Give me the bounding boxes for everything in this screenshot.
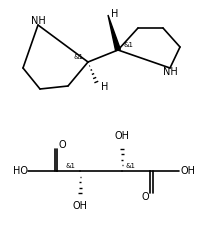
Text: O: O [58,140,66,150]
Text: NH: NH [163,67,177,77]
Text: H: H [101,82,109,92]
Text: OH: OH [181,166,195,176]
Text: HO: HO [13,166,28,176]
Text: H: H [111,9,119,19]
Text: &1: &1 [123,42,133,48]
Text: &1: &1 [126,163,136,169]
Text: OH: OH [73,201,88,211]
Text: &1: &1 [73,54,83,60]
Text: NH: NH [31,16,45,26]
Polygon shape [108,15,120,51]
Text: O: O [141,192,149,202]
Text: OH: OH [115,131,130,141]
Text: &1: &1 [66,163,76,169]
